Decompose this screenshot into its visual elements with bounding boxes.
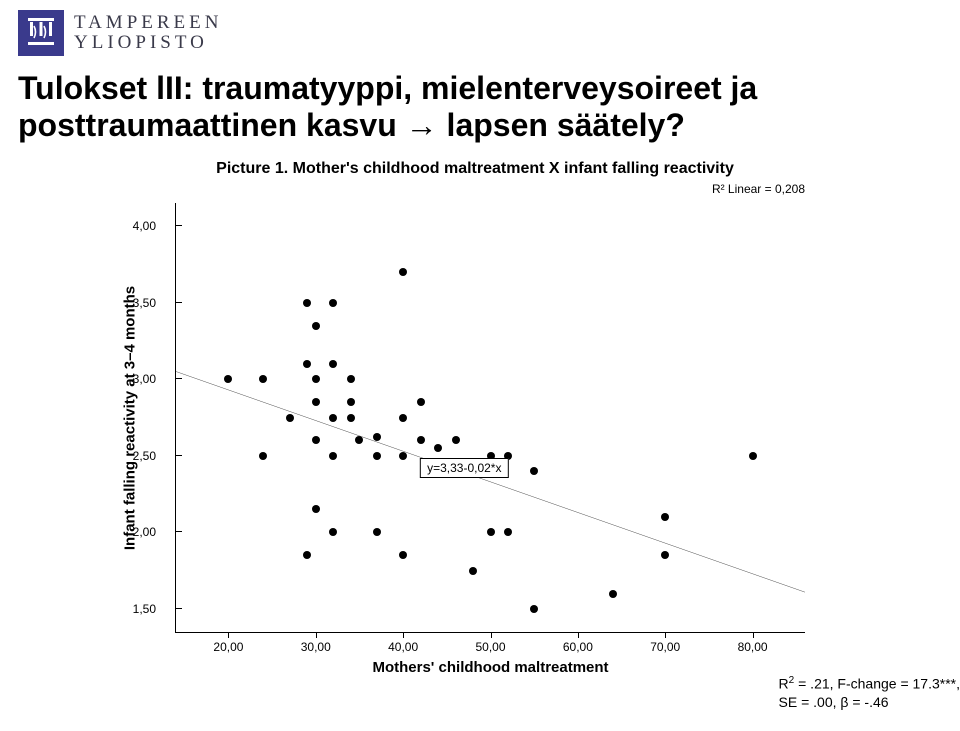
scatter-chart: Picture 1. Mother's childhood maltreatme… [115, 160, 835, 678]
x-tick-label: 70,00 [650, 632, 680, 654]
data-point [373, 433, 381, 441]
trendline-layer [176, 203, 805, 632]
data-point [312, 398, 320, 406]
data-point [417, 398, 425, 406]
data-point [303, 551, 311, 559]
data-point [417, 436, 425, 444]
y-tick-label: 3,50 [120, 296, 166, 310]
logo-text-line1: TAMPEREEN [74, 13, 222, 33]
x-tick-label: 50,00 [475, 632, 505, 654]
y-tick-label: 1,50 [120, 602, 166, 616]
data-point [609, 590, 617, 598]
data-point [303, 299, 311, 307]
data-point [259, 375, 267, 383]
data-point [347, 375, 355, 383]
data-point [329, 414, 337, 422]
y-tick-label: 2,50 [120, 449, 166, 463]
data-point [399, 452, 407, 460]
data-point [530, 605, 538, 613]
x-tick-label: 30,00 [301, 632, 331, 654]
y-axis-label: Infant falling reactivity at 3–4 months [122, 285, 139, 549]
data-point [661, 513, 669, 521]
data-point [373, 528, 381, 536]
stats-line1: R2 = .21, F-change = 17.3***, [779, 674, 960, 693]
data-point [303, 360, 311, 368]
data-point [347, 414, 355, 422]
data-point [399, 268, 407, 276]
data-point [373, 452, 381, 460]
x-tick-label: 80,00 [738, 632, 768, 654]
page-title: Tulokset lII: traumatyyppi, mielentervey… [18, 70, 942, 144]
data-point [224, 375, 232, 383]
data-point [312, 322, 320, 330]
equation-box: y=3,33-0,02*x [420, 458, 508, 478]
data-point [469, 567, 477, 575]
r2-linear-label: R² Linear = 0,208 [115, 182, 835, 196]
y-tick-label: 4,00 [120, 219, 166, 233]
x-tick-label: 40,00 [388, 632, 418, 654]
data-point [329, 360, 337, 368]
x-tick-label: 20,00 [213, 632, 243, 654]
data-point [312, 505, 320, 513]
data-point [329, 299, 337, 307]
trendline [176, 372, 805, 593]
y-tick-label: 2,00 [120, 525, 166, 539]
data-point [399, 551, 407, 559]
logo-text-line2: YLIOPISTO [74, 33, 222, 53]
data-point [749, 452, 757, 460]
chart-title: Picture 1. Mother's childhood maltreatme… [115, 160, 835, 178]
plot-area: Infant falling reactivity at 3–4 months … [175, 203, 805, 633]
data-point [399, 414, 407, 422]
data-point [312, 375, 320, 383]
logo-text: TAMPEREEN YLIOPISTO [74, 13, 222, 53]
data-point [286, 414, 294, 422]
y-tick-label: 3,00 [120, 372, 166, 386]
plot-wrap: Infant falling reactivity at 3–4 months … [115, 198, 835, 678]
data-point [434, 444, 442, 452]
data-point [530, 467, 538, 475]
stats-line2: SE = .00, β = -.46 [779, 693, 960, 711]
data-point [329, 452, 337, 460]
x-axis-label: Mothers' childhood maltreatment [372, 659, 608, 676]
data-point [452, 436, 460, 444]
data-point [329, 528, 337, 536]
stats-annotation: R2 = .21, F-change = 17.3***, SE = .00, … [779, 674, 960, 711]
x-tick-label: 60,00 [563, 632, 593, 654]
data-point [259, 452, 267, 460]
data-point [504, 528, 512, 536]
data-point [661, 551, 669, 559]
data-point [355, 436, 363, 444]
brand-logo: TAMPEREEN YLIOPISTO [18, 10, 222, 56]
data-point [487, 528, 495, 536]
data-point [312, 436, 320, 444]
logo-mark [18, 10, 64, 56]
data-point [347, 398, 355, 406]
